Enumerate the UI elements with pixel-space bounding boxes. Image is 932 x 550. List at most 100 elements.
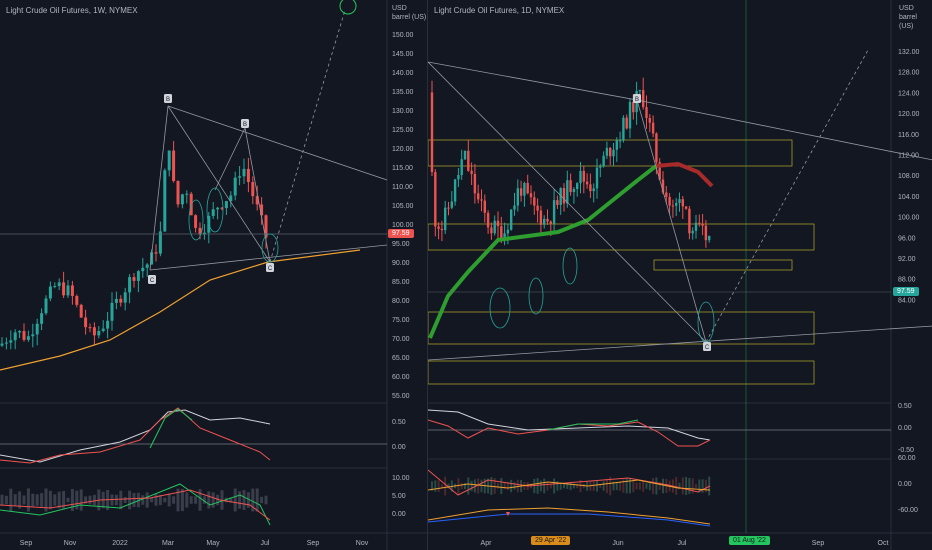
histogram-bar bbox=[566, 482, 569, 490]
pattern-trendline bbox=[428, 325, 932, 361]
candle-body bbox=[467, 150, 470, 171]
histogram-bar bbox=[132, 492, 136, 508]
pattern-label-box bbox=[148, 275, 156, 284]
histogram-bar bbox=[13, 494, 17, 506]
candle-body bbox=[79, 304, 83, 318]
histogram-bar bbox=[480, 479, 483, 493]
pattern-ellipse bbox=[261, 233, 279, 263]
y-tick-label: 80.00 bbox=[392, 298, 410, 305]
pattern-label-box bbox=[266, 263, 274, 272]
daily-chart-canvas[interactable]: 132.00 128.00 124.00 120.00 116.00 112.00 108.… bbox=[428, 0, 932, 550]
pattern-ellipse bbox=[562, 247, 578, 285]
histogram-bar bbox=[189, 496, 193, 504]
projection-line bbox=[705, 49, 869, 343]
x-tick-label: Nov bbox=[64, 540, 77, 547]
candle-body bbox=[708, 235, 711, 241]
price-axis-header: USD barrel (US) bbox=[899, 4, 932, 31]
candle-body bbox=[460, 159, 463, 176]
candle-body bbox=[638, 90, 642, 92]
histogram-bar bbox=[576, 483, 579, 489]
histogram-bar bbox=[431, 481, 433, 491]
histogram-bar bbox=[264, 495, 268, 505]
histogram-bar bbox=[632, 479, 635, 493]
candle-body bbox=[648, 118, 651, 123]
candle-body bbox=[4, 342, 8, 344]
candle-body bbox=[198, 227, 202, 235]
histogram-bar bbox=[141, 495, 145, 505]
daily-chart-pane[interactable]: Light Crude Oil Futures, 1D, NYMEX USD b… bbox=[427, 0, 932, 550]
histogram-bar bbox=[35, 494, 39, 506]
candle-body bbox=[483, 200, 486, 213]
candle-body bbox=[473, 173, 477, 194]
osc-tick-label: 0.00 bbox=[392, 511, 406, 518]
candle-body bbox=[566, 180, 569, 204]
candle-body bbox=[62, 282, 66, 296]
y-tick-label: 132.00 bbox=[898, 49, 920, 56]
histogram-bar bbox=[549, 483, 552, 489]
currency-label: USD bbox=[899, 5, 914, 12]
histogram-bar bbox=[18, 491, 22, 509]
candle-body bbox=[447, 207, 450, 209]
histogram-bar bbox=[464, 482, 466, 490]
x-tick-label: Mar bbox=[162, 540, 175, 547]
candle-body bbox=[490, 227, 493, 234]
histogram-bar bbox=[260, 496, 264, 504]
candle-body bbox=[141, 267, 145, 272]
histogram-bar bbox=[605, 478, 608, 494]
candle-body bbox=[562, 188, 566, 204]
candle-body bbox=[602, 155, 605, 167]
trend-indicator-line bbox=[428, 507, 711, 525]
y-tick-label: 104.00 bbox=[898, 194, 920, 201]
candle-body bbox=[665, 192, 668, 197]
histogram-bar bbox=[615, 481, 618, 491]
weekly-chart-pane[interactable]: Light Crude Oil Futures, 1W, NYMEX USD b… bbox=[0, 0, 427, 550]
histogram-bar bbox=[180, 488, 184, 512]
histogram-bar bbox=[543, 478, 546, 494]
histogram-bar bbox=[163, 497, 167, 503]
candle-body bbox=[88, 327, 92, 329]
histogram-bar bbox=[516, 479, 519, 493]
pattern-label-box bbox=[164, 94, 172, 103]
histogram-bar bbox=[579, 479, 582, 493]
y-tick-label: 140.00 bbox=[392, 70, 414, 77]
osc-line bbox=[0, 407, 271, 464]
histogram-bar bbox=[648, 481, 651, 491]
osc2-line bbox=[428, 479, 711, 491]
histogram-bar bbox=[645, 483, 648, 489]
candle-body bbox=[18, 331, 22, 333]
pattern-ellipse bbox=[528, 277, 544, 315]
y-tick-label: 90.00 bbox=[392, 260, 410, 267]
histogram-bar bbox=[123, 496, 127, 504]
histogram-bar bbox=[642, 480, 645, 492]
candle-body bbox=[44, 298, 48, 314]
candle-body bbox=[251, 182, 255, 197]
zone-box bbox=[653, 259, 793, 271]
candle-body bbox=[444, 207, 447, 231]
candle-body bbox=[675, 202, 678, 206]
candle-body bbox=[691, 230, 694, 234]
histogram-bar bbox=[242, 489, 246, 511]
candle-body bbox=[615, 140, 618, 150]
candle-body bbox=[450, 201, 453, 208]
histogram-bar bbox=[66, 497, 70, 503]
y-tick-label: 130.00 bbox=[392, 108, 414, 115]
osc-tick-label: 0.00 bbox=[392, 444, 406, 451]
candle-body bbox=[66, 285, 70, 296]
weekly-chart-canvas[interactable]: 150.00 145.00 140.00 135.00 130.00 125.00 120.… bbox=[0, 0, 427, 550]
candle-body bbox=[154, 252, 158, 254]
candle-body bbox=[202, 232, 206, 235]
candle-body bbox=[440, 228, 444, 231]
osc-tick-label: 60.00 bbox=[898, 455, 916, 462]
zone-box bbox=[428, 139, 793, 167]
pattern-trendline bbox=[149, 105, 169, 271]
candle-body bbox=[260, 204, 264, 216]
pattern-label: C bbox=[150, 278, 155, 284]
y-tick-label: 55.00 bbox=[392, 393, 410, 400]
candle-body bbox=[694, 222, 698, 231]
candle-body bbox=[145, 264, 149, 268]
histogram-bar bbox=[62, 491, 66, 509]
candle-body bbox=[612, 149, 615, 157]
last-price-badge: 97.59 bbox=[388, 229, 414, 238]
y-tick-label: 120.00 bbox=[898, 111, 920, 118]
histogram-bar bbox=[194, 496, 198, 504]
